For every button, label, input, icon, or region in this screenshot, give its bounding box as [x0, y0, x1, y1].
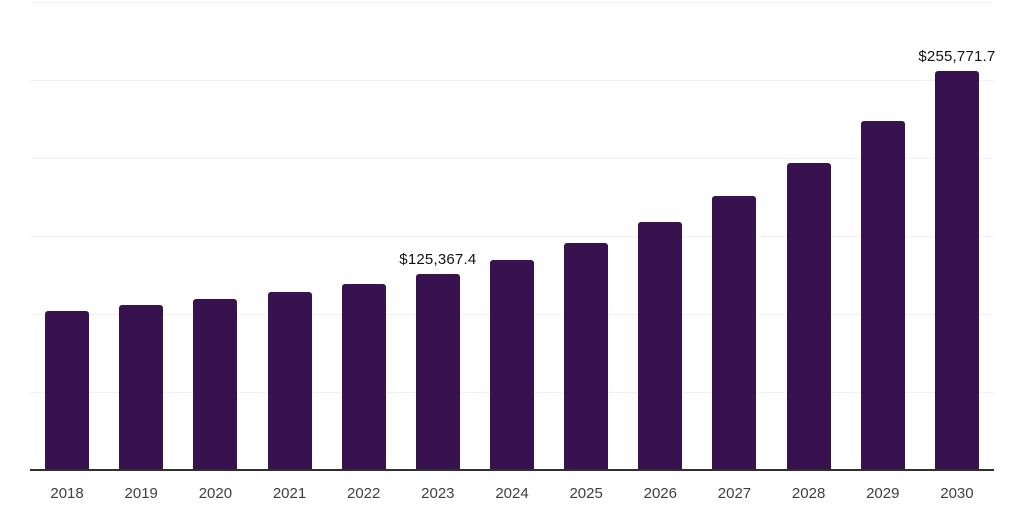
gridline [30, 80, 994, 81]
x-axis-tick-label-2021: 2021 [272, 485, 307, 502]
x-axis-tick-label-2023: 2023 [421, 485, 455, 502]
gridline [30, 158, 994, 159]
bar-2027 [712, 196, 757, 470]
bar-value-label-2030: $255,771.7 [918, 47, 996, 65]
x-axis-tick-label-2022: 2022 [347, 485, 381, 502]
x-axis-tick-label-2026: 2026 [643, 485, 677, 502]
bar-2028 [786, 162, 831, 470]
gridline [30, 236, 994, 237]
gridline [30, 2, 994, 3]
bar-2030 [934, 70, 979, 470]
x-axis-tick-label-2030: 2030 [940, 485, 974, 502]
x-axis-tick-label-2019: 2019 [124, 485, 158, 502]
bar-2020 [193, 299, 238, 470]
x-axis-tick-label-2027: 2027 [717, 485, 752, 502]
x-axis-tick-label-2025: 2025 [569, 485, 603, 502]
bar-2025 [564, 243, 609, 470]
bar-2029 [860, 121, 905, 470]
bar-2026 [638, 221, 683, 470]
x-axis-tick-label-2028: 2028 [791, 485, 826, 502]
bar-2018 [45, 311, 90, 470]
x-axis-line [30, 469, 994, 471]
x-axis-tick-label-2024: 2024 [495, 485, 529, 502]
bar-2023 [415, 274, 460, 470]
bar-2019 [119, 304, 164, 470]
bar-2024 [490, 260, 534, 470]
x-axis-tick-label-2018: 2018 [50, 485, 84, 502]
bar-2022 [341, 284, 386, 470]
bar-2021 [267, 292, 312, 470]
bar-value-label-2023: $125,367.4 [399, 251, 477, 269]
x-axis-tick-label-2020: 2020 [198, 485, 233, 502]
x-axis-tick-label-2029: 2029 [866, 485, 900, 502]
